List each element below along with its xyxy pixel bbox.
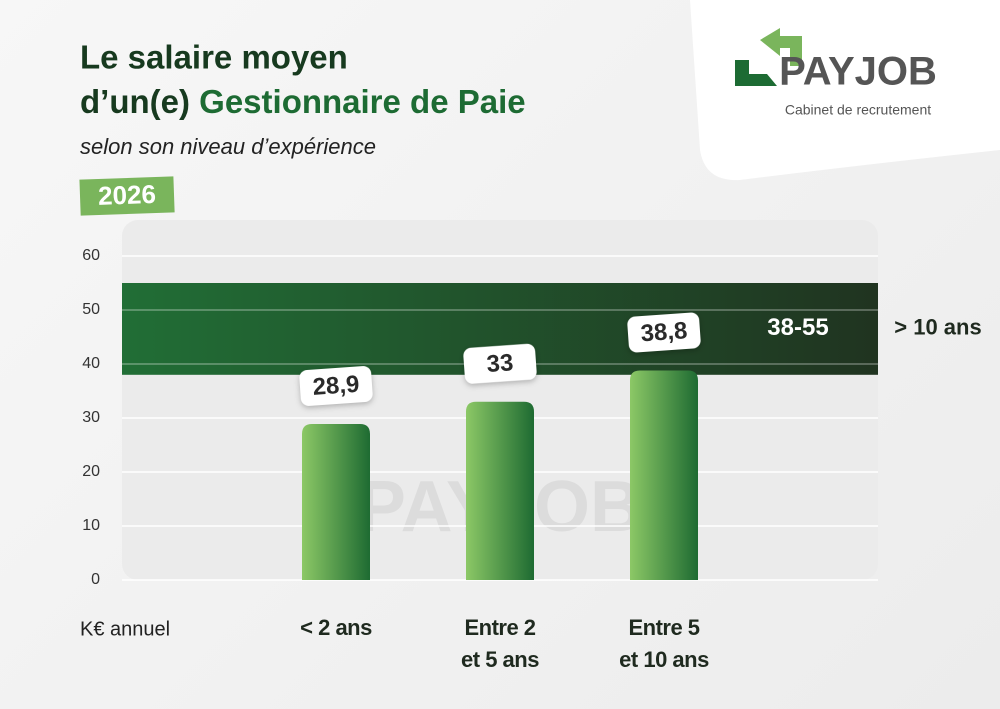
plot: 0 10 20 30 40 50 60 38-55 > 10 ans 28,9 33 38,8	[82, 247, 982, 588]
title-line1: Le salaire moyen	[80, 39, 348, 76]
value-label: 28,9	[299, 366, 373, 406]
value-label-text: 38,8	[640, 317, 688, 347]
band-category: > 10 ans	[894, 315, 981, 340]
year-box	[79, 176, 175, 216]
x-tick-label: < 2 ans	[300, 615, 372, 640]
y-tick-label: 30	[82, 409, 100, 426]
logo-tagline: Cabinet de recrutement	[785, 102, 931, 118]
value-label-text: 28,9	[312, 371, 360, 401]
band-label: 38-55	[767, 314, 828, 341]
bar	[302, 423, 370, 580]
y-tick-label: 20	[82, 463, 100, 480]
year: 2026	[98, 179, 157, 211]
x-tick-label: Entre 5 et 10 ans	[619, 615, 709, 672]
value-label-box	[299, 366, 373, 406]
y-tick-label: 40	[82, 355, 100, 372]
value-label-box	[463, 343, 537, 384]
y-tick-label: 0	[91, 571, 100, 588]
bar	[466, 401, 534, 580]
title-highlight: Gestionnaire de Paie	[199, 83, 525, 120]
year-badge: 2026	[79, 176, 175, 216]
y-tick-label: 10	[82, 517, 100, 534]
value-label: 33	[463, 343, 537, 384]
value-label-box	[627, 312, 701, 353]
subtitle: selon son niveau d’expérience	[80, 134, 376, 159]
value-label-text: 33	[486, 349, 515, 378]
logo-name: PAYJOB	[779, 50, 937, 94]
x-tick-label: Entre 2 et 5 ans	[461, 615, 539, 672]
title-prefix: d’un(e)	[80, 83, 190, 120]
y-tick-label: 60	[82, 247, 100, 264]
y-tick-label: 50	[82, 301, 100, 318]
title-line2: d’un(e) Gestionnaire de Paie	[80, 83, 526, 120]
logo-icon	[735, 28, 802, 86]
y-axis-label: K€ annuel	[80, 618, 170, 640]
bar	[630, 370, 698, 580]
value-label: 38,8	[627, 312, 701, 353]
